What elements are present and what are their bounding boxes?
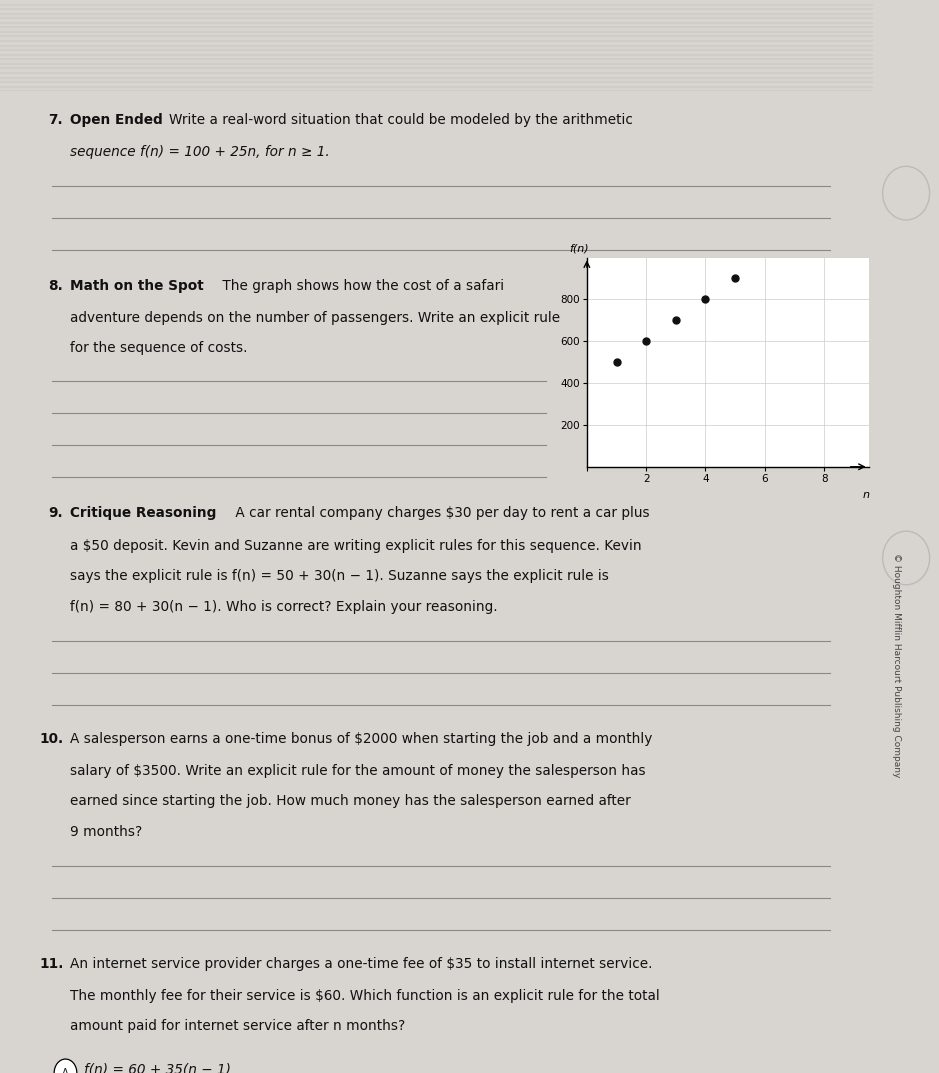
Text: a $50 deposit. Kevin and Suzanne are writing explicit rules for this sequence. K: a $50 deposit. Kevin and Suzanne are wri… xyxy=(69,539,641,553)
Text: 10.: 10. xyxy=(39,732,64,746)
Text: says the explicit rule is f(n) = 50 + 30(n − 1). Suzanne says the explicit rule : says the explicit rule is f(n) = 50 + 30… xyxy=(69,569,608,583)
Text: A salesperson earns a one-time bonus of $2000 when starting the job and a monthl: A salesperson earns a one-time bonus of … xyxy=(69,732,653,746)
Point xyxy=(669,312,684,329)
Text: 9.: 9. xyxy=(48,506,63,520)
Text: Critique Reasoning: Critique Reasoning xyxy=(69,506,216,520)
Point xyxy=(639,333,654,350)
Text: for the sequence of costs.: for the sequence of costs. xyxy=(69,341,247,355)
Text: earned since starting the job. How much money has the salesperson earned after: earned since starting the job. How much … xyxy=(69,794,631,808)
Point xyxy=(698,291,713,308)
Text: salary of $3500. Write an explicit rule for the amount of money the salesperson : salary of $3500. Write an explicit rule … xyxy=(69,764,645,778)
Text: n: n xyxy=(862,489,870,500)
Text: A car rental company charges $30 per day to rent a car plus: A car rental company charges $30 per day… xyxy=(231,506,650,520)
Text: A: A xyxy=(62,1068,69,1073)
Circle shape xyxy=(54,1059,77,1073)
Point xyxy=(728,269,743,286)
Text: f(n) = 80 + 30(n − 1). Who is correct? Explain your reasoning.: f(n) = 80 + 30(n − 1). Who is correct? E… xyxy=(69,600,498,614)
Text: 9 months?: 9 months? xyxy=(69,825,142,839)
Text: f(n): f(n) xyxy=(569,244,589,253)
Text: Write a real-word situation that could be modeled by the arithmetic: Write a real-word situation that could b… xyxy=(168,113,632,127)
Text: The monthly fee for their service is $60. Which function is an explicit rule for: The monthly fee for their service is $60… xyxy=(69,989,659,1003)
Text: Math on the Spot: Math on the Spot xyxy=(69,279,204,293)
Text: Open Ended: Open Ended xyxy=(69,113,162,127)
Text: 7.: 7. xyxy=(48,113,63,127)
Text: 11.: 11. xyxy=(39,957,64,971)
Point xyxy=(609,354,624,371)
Text: sequence f(n) = 100 + 25n, for n ≥ 1.: sequence f(n) = 100 + 25n, for n ≥ 1. xyxy=(69,145,330,159)
Text: 8.: 8. xyxy=(48,279,63,293)
Text: amount paid for internet service after n months?: amount paid for internet service after n… xyxy=(69,1019,405,1033)
Text: f(n) = 60 + 35(n − 1): f(n) = 60 + 35(n − 1) xyxy=(84,1062,231,1073)
Text: An internet service provider charges a one-time fee of $35 to install internet s: An internet service provider charges a o… xyxy=(69,957,653,971)
Text: adventure depends on the number of passengers. Write an explicit rule: adventure depends on the number of passe… xyxy=(69,311,560,325)
Text: The graph shows how the cost of a safari: The graph shows how the cost of a safari xyxy=(219,279,504,293)
Text: © Houghton Mifflin Harcourt Publishing Company: © Houghton Mifflin Harcourt Publishing C… xyxy=(892,553,901,778)
